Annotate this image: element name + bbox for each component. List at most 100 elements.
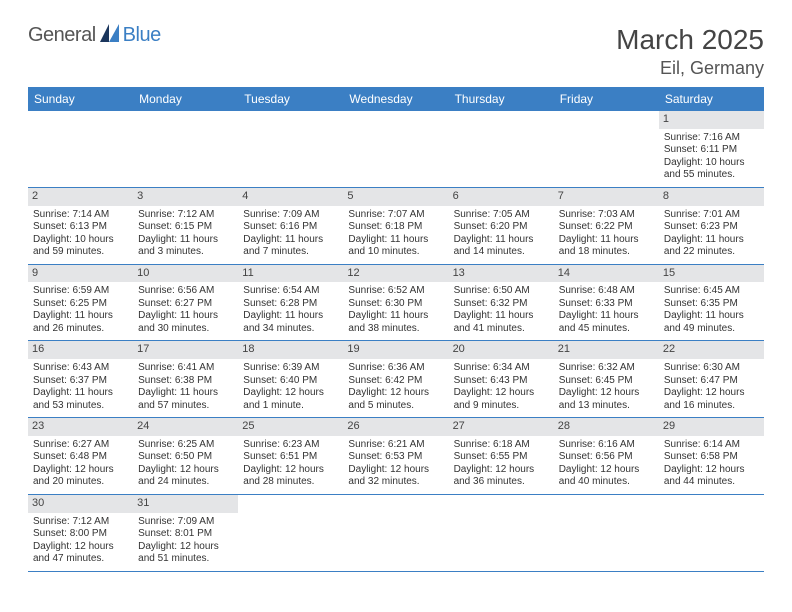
sunrise-label: Sunrise: 7:14 AM <box>33 209 128 222</box>
calendar-cell <box>238 111 343 187</box>
calendar-cell: 20Sunrise: 6:34 AMSunset: 6:43 PMDayligh… <box>449 341 554 417</box>
day-header-mon: Monday <box>133 87 238 111</box>
day1-label: Daylight: 10 hours <box>33 234 128 247</box>
calendar-cell: 30Sunrise: 7:12 AMSunset: 8:00 PMDayligh… <box>28 495 133 571</box>
day2-label: and 13 minutes. <box>559 400 654 413</box>
day2-label: and 1 minute. <box>243 400 338 413</box>
day1-label: Daylight: 11 hours <box>664 234 759 247</box>
calendar-cell <box>133 111 238 187</box>
day-number: 3 <box>133 188 238 206</box>
sunset-label: Sunset: 6:35 PM <box>664 298 759 311</box>
calendar-cell: 14Sunrise: 6:48 AMSunset: 6:33 PMDayligh… <box>554 265 659 341</box>
sunrise-label: Sunrise: 6:39 AM <box>243 362 338 375</box>
calendar-cell: 22Sunrise: 6:30 AMSunset: 6:47 PMDayligh… <box>659 341 764 417</box>
day2-label: and 10 minutes. <box>348 246 443 259</box>
day-number: 29 <box>659 418 764 436</box>
day1-label: Daylight: 12 hours <box>559 464 654 477</box>
sunset-label: Sunset: 6:16 PM <box>243 221 338 234</box>
day2-label: and 16 minutes. <box>664 400 759 413</box>
logo: General Blue <box>28 24 161 47</box>
calendar-cell: 7Sunrise: 7:03 AMSunset: 6:22 PMDaylight… <box>554 188 659 264</box>
day1-label: Daylight: 11 hours <box>33 310 128 323</box>
day-header-sun: Sunday <box>28 87 133 111</box>
calendar-week: 1Sunrise: 7:16 AMSunset: 6:11 PMDaylight… <box>28 111 764 188</box>
calendar-cell: 28Sunrise: 6:16 AMSunset: 6:56 PMDayligh… <box>554 418 659 494</box>
day-number: 20 <box>449 341 554 359</box>
calendar-cell: 13Sunrise: 6:50 AMSunset: 6:32 PMDayligh… <box>449 265 554 341</box>
calendar-cell <box>449 495 554 571</box>
day-number: 14 <box>554 265 659 283</box>
day-number: 19 <box>343 341 448 359</box>
calendar-cell: 8Sunrise: 7:01 AMSunset: 6:23 PMDaylight… <box>659 188 764 264</box>
sunset-label: Sunset: 6:43 PM <box>454 375 549 388</box>
day1-label: Daylight: 11 hours <box>559 310 654 323</box>
day2-label: and 57 minutes. <box>138 400 233 413</box>
calendar-week: 23Sunrise: 6:27 AMSunset: 6:48 PMDayligh… <box>28 418 764 495</box>
day2-label: and 30 minutes. <box>138 323 233 336</box>
day1-label: Daylight: 12 hours <box>243 464 338 477</box>
sunset-label: Sunset: 6:58 PM <box>664 451 759 464</box>
day2-label: and 59 minutes. <box>33 246 128 259</box>
sunset-label: Sunset: 6:28 PM <box>243 298 338 311</box>
day2-label: and 34 minutes. <box>243 323 338 336</box>
day2-label: and 26 minutes. <box>33 323 128 336</box>
day2-label: and 36 minutes. <box>454 476 549 489</box>
sunset-label: Sunset: 6:18 PM <box>348 221 443 234</box>
sunset-label: Sunset: 6:45 PM <box>559 375 654 388</box>
day-number: 13 <box>449 265 554 283</box>
sunrise-label: Sunrise: 7:12 AM <box>138 209 233 222</box>
sunrise-label: Sunrise: 6:50 AM <box>454 285 549 298</box>
sunrise-label: Sunrise: 6:21 AM <box>348 439 443 452</box>
sunrise-label: Sunrise: 7:03 AM <box>559 209 654 222</box>
calendar-cell: 27Sunrise: 6:18 AMSunset: 6:55 PMDayligh… <box>449 418 554 494</box>
sunrise-label: Sunrise: 6:52 AM <box>348 285 443 298</box>
sunrise-label: Sunrise: 6:32 AM <box>559 362 654 375</box>
title-block: March 2025 Eil, Germany <box>616 24 764 79</box>
day2-label: and 51 minutes. <box>138 553 233 566</box>
calendar-cell <box>238 495 343 571</box>
sunset-label: Sunset: 6:51 PM <box>243 451 338 464</box>
header: General Blue March 2025 Eil, Germany <box>28 24 764 79</box>
sunrise-label: Sunrise: 7:05 AM <box>454 209 549 222</box>
calendar-cell: 25Sunrise: 6:23 AMSunset: 6:51 PMDayligh… <box>238 418 343 494</box>
day-number: 15 <box>659 265 764 283</box>
logo-text-blue: Blue <box>123 24 161 47</box>
sunrise-label: Sunrise: 6:56 AM <box>138 285 233 298</box>
sunset-label: Sunset: 6:50 PM <box>138 451 233 464</box>
sunset-label: Sunset: 6:32 PM <box>454 298 549 311</box>
sunrise-label: Sunrise: 6:36 AM <box>348 362 443 375</box>
calendar-week: 2Sunrise: 7:14 AMSunset: 6:13 PMDaylight… <box>28 188 764 265</box>
calendar-week: 9Sunrise: 6:59 AMSunset: 6:25 PMDaylight… <box>28 265 764 342</box>
calendar-cell: 31Sunrise: 7:09 AMSunset: 8:01 PMDayligh… <box>133 495 238 571</box>
day1-label: Daylight: 12 hours <box>454 387 549 400</box>
day2-label: and 45 minutes. <box>559 323 654 336</box>
day2-label: and 20 minutes. <box>33 476 128 489</box>
sunrise-label: Sunrise: 7:09 AM <box>243 209 338 222</box>
day2-label: and 24 minutes. <box>138 476 233 489</box>
day-number: 6 <box>449 188 554 206</box>
calendar-cell: 16Sunrise: 6:43 AMSunset: 6:37 PMDayligh… <box>28 341 133 417</box>
calendar-cell: 29Sunrise: 6:14 AMSunset: 6:58 PMDayligh… <box>659 418 764 494</box>
day1-label: Daylight: 12 hours <box>454 464 549 477</box>
day2-label: and 5 minutes. <box>348 400 443 413</box>
sunset-label: Sunset: 6:55 PM <box>454 451 549 464</box>
calendar-cell: 23Sunrise: 6:27 AMSunset: 6:48 PMDayligh… <box>28 418 133 494</box>
sunset-label: Sunset: 6:11 PM <box>664 144 759 157</box>
day-header-row: Sunday Monday Tuesday Wednesday Thursday… <box>28 87 764 111</box>
day-header-wed: Wednesday <box>343 87 448 111</box>
sunset-label: Sunset: 6:33 PM <box>559 298 654 311</box>
calendar-cell <box>659 495 764 571</box>
sunrise-label: Sunrise: 7:12 AM <box>33 516 128 529</box>
day1-label: Daylight: 11 hours <box>243 234 338 247</box>
day-number: 23 <box>28 418 133 436</box>
day1-label: Daylight: 11 hours <box>33 387 128 400</box>
sunset-label: Sunset: 6:25 PM <box>33 298 128 311</box>
sunrise-label: Sunrise: 6:30 AM <box>664 362 759 375</box>
calendar-cell: 24Sunrise: 6:25 AMSunset: 6:50 PMDayligh… <box>133 418 238 494</box>
sunset-label: Sunset: 6:37 PM <box>33 375 128 388</box>
sunrise-label: Sunrise: 6:27 AM <box>33 439 128 452</box>
day-number: 8 <box>659 188 764 206</box>
calendar: Sunday Monday Tuesday Wednesday Thursday… <box>28 87 764 572</box>
sunrise-label: Sunrise: 6:59 AM <box>33 285 128 298</box>
calendar-cell <box>28 111 133 187</box>
